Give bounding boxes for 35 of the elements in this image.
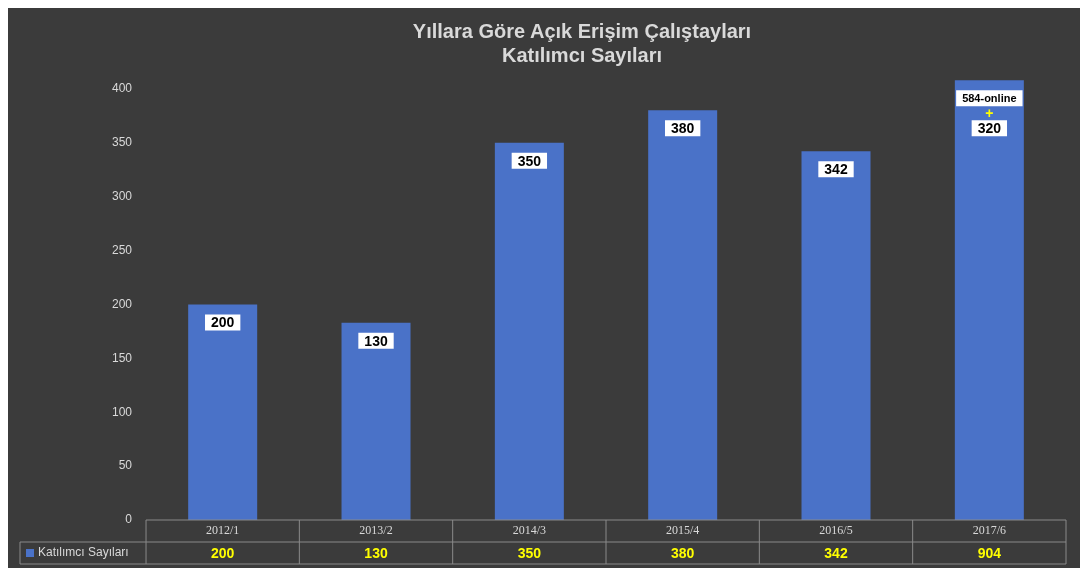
bar xyxy=(188,304,258,520)
x-tick-label: 2012/1 xyxy=(206,523,240,538)
y-tick-label: 350 xyxy=(111,135,133,149)
y-tick-label: 250 xyxy=(111,242,133,257)
bar xyxy=(801,151,871,520)
chart-title: Yıllara Göre Açık Erişim Çalıştayları Katılımcı Sayıları xyxy=(412,19,752,66)
text: 342 xyxy=(824,544,848,561)
annotation: 350 xyxy=(517,152,542,169)
text: 350 xyxy=(517,544,542,561)
annotation: 130 xyxy=(364,332,388,349)
x-tick-label: 2015/4 xyxy=(666,523,700,538)
annotation: 380 xyxy=(671,120,695,137)
text: 380 xyxy=(671,544,695,561)
y-tick-label: 400 xyxy=(111,81,133,96)
y-tick-label: 100 xyxy=(111,404,133,419)
legend-label: Katılımcı Sayıları xyxy=(38,545,129,560)
text: 130 xyxy=(364,544,388,561)
bar xyxy=(954,80,1024,520)
annotation: 584-online + 320 xyxy=(962,92,1017,137)
text: 200 xyxy=(211,544,235,561)
y-tick-label: 150 xyxy=(111,350,133,365)
bar xyxy=(494,142,564,520)
text: 904 xyxy=(977,544,1002,561)
x-tick-label: 2013/2 xyxy=(359,523,393,538)
bar xyxy=(648,110,718,520)
annotation: 200 xyxy=(211,314,235,331)
y-tick-label: 200 xyxy=(111,296,133,311)
bar xyxy=(341,322,411,520)
y-tick-label: 0 xyxy=(125,512,133,527)
x-tick-label: 2016/5 xyxy=(819,523,853,538)
y-tick-label: 50 xyxy=(118,458,133,473)
annotation: 342 xyxy=(824,161,848,178)
x-tick-label: 2017/6 xyxy=(972,523,1007,538)
x-tick-label: 2014/3 xyxy=(512,523,547,538)
y-tick-label: 300 xyxy=(111,188,133,203)
